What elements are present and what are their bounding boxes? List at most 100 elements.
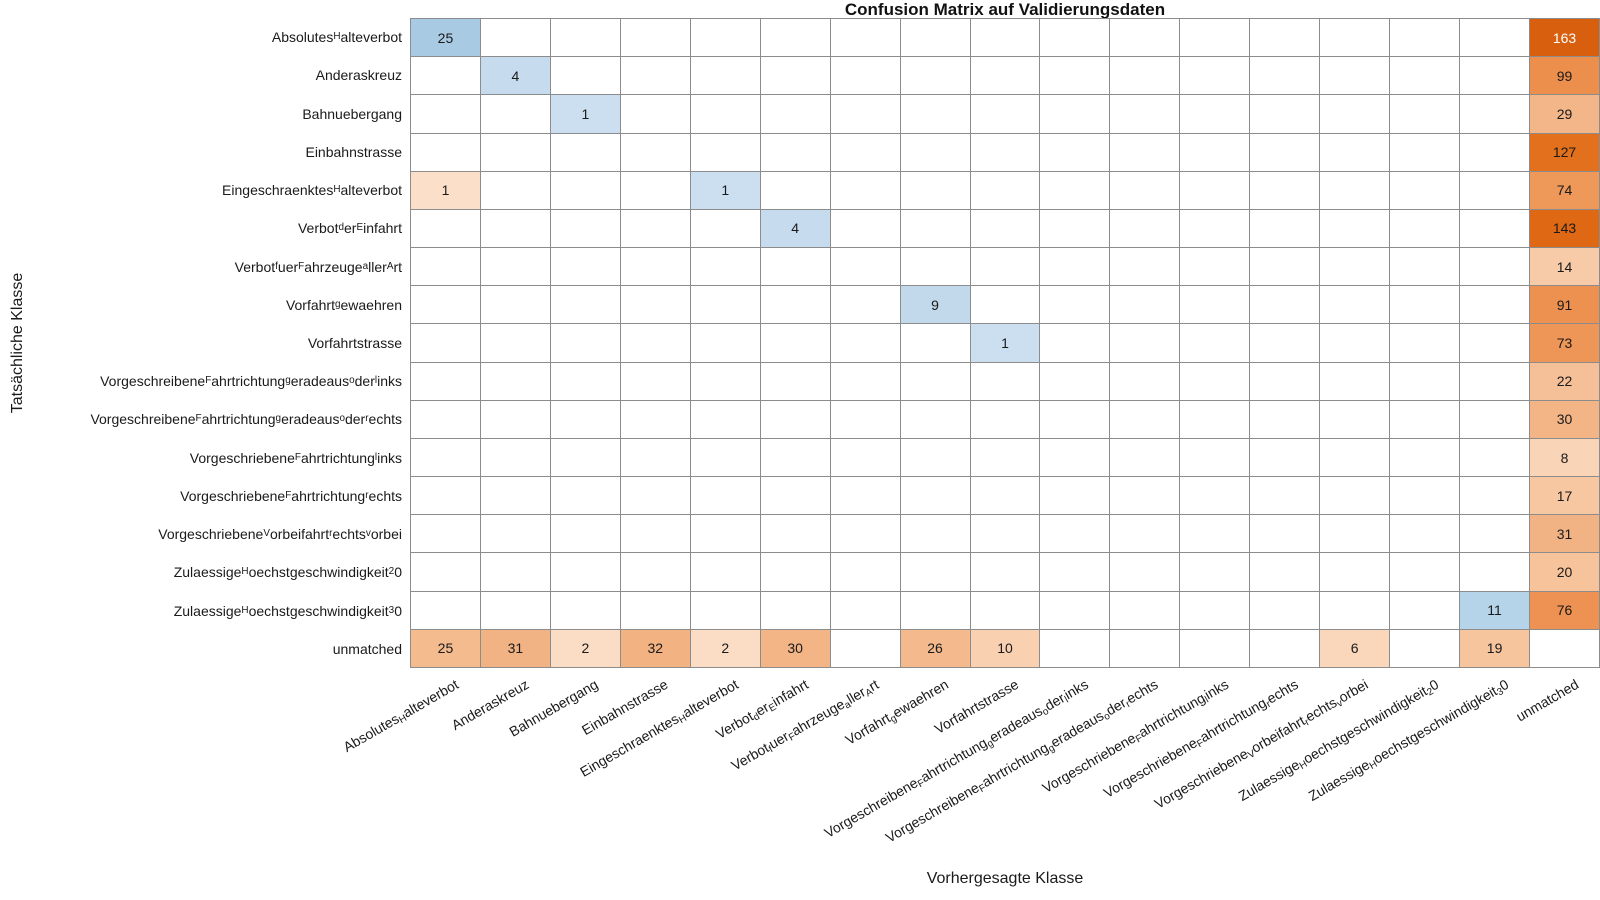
matrix-cell: 74 [1530,171,1599,209]
matrix-cell [1180,629,1250,667]
matrix-cell [690,400,760,438]
matrix-cell [830,133,900,171]
matrix-cell [1040,515,1110,553]
matrix-cell [1250,95,1320,133]
matrix-cell: 4 [760,209,830,248]
matrix-cell [1040,286,1110,324]
matrix-cell [830,400,900,438]
matrix-cell: 25 [411,19,480,57]
matrix-cell [620,286,690,324]
matrix-cell: 76 [1530,591,1599,629]
matrix-cell: 29 [1530,95,1599,133]
matrix-cell: 9 [900,286,970,324]
matrix-cell [690,133,760,171]
matrix-cell [830,286,900,324]
matrix-cell [1320,324,1390,362]
matrix-cell [1250,324,1320,362]
matrix-cell [970,553,1040,591]
matrix-cell [970,248,1040,286]
matrix-cell: 22 [1530,362,1599,400]
matrix-cell [1390,362,1460,400]
matrix-cell [411,95,480,133]
matrix-cell: 14 [1530,248,1599,286]
matrix-cell [760,362,830,400]
matrix-cell [1040,324,1110,362]
matrix-cell [970,362,1040,400]
matrix-cell [1320,209,1390,248]
matrix-cell [830,171,900,209]
matrix-cell [970,591,1040,629]
matrix-cell [1460,209,1530,248]
matrix-cell [480,553,550,591]
matrix-cell [1460,95,1530,133]
matrix-cell [830,553,900,591]
matrix-cell [970,286,1040,324]
matrix-cell [1110,248,1180,286]
matrix-cell [411,248,480,286]
matrix-cell [970,515,1040,553]
matrix-cell [411,515,480,553]
matrix-cell [1180,324,1250,362]
matrix-cell [550,324,620,362]
matrix-cell [620,438,690,477]
matrix-cell: 99 [1530,57,1599,95]
matrix-cell [900,57,970,95]
matrix-cell [1180,133,1250,171]
matrix-cell [1320,133,1390,171]
matrix-cell [760,19,830,57]
matrix-cell: 1 [411,171,480,209]
matrix-cell [1320,438,1390,477]
matrix-cell [550,477,620,515]
x-tick-label: unmatched [1513,676,1581,725]
matrix-cell: 26 [900,629,970,667]
matrix-cell [1040,57,1110,95]
matrix-cell [760,248,830,286]
matrix-cell [1390,438,1460,477]
matrix-cell: 10 [970,629,1040,667]
matrix-cell [1460,477,1530,515]
matrix-cell [620,95,690,133]
matrix-cell: 8 [1530,438,1599,477]
matrix-cell [550,438,620,477]
matrix-cell [1180,286,1250,324]
matrix-cell [760,477,830,515]
matrix-cell [1250,629,1320,667]
matrix-cell [970,209,1040,248]
matrix-cell [900,515,970,553]
matrix-cell [830,477,900,515]
matrix-cell [900,438,970,477]
matrix-cell [1460,248,1530,286]
matrix-cell [1180,553,1250,591]
matrix-cell [1320,286,1390,324]
matrix-cell [480,95,550,133]
matrix-cell [1250,553,1320,591]
matrix-cell: 6 [1320,629,1390,667]
matrix-cell: 32 [620,629,690,667]
matrix-cell [550,286,620,324]
matrix-cell [480,209,550,248]
matrix-cell [620,209,690,248]
matrix-cell: 91 [1530,286,1599,324]
matrix-cell [1250,515,1320,553]
matrix-cell [620,591,690,629]
chart-title: Confusion Matrix auf Validierungsdaten [844,0,1166,19]
matrix-cell [480,19,550,57]
matrix-cell [1460,324,1530,362]
matrix-cell [1390,133,1460,171]
matrix-cell [1180,591,1250,629]
matrix-cell [1110,438,1180,477]
matrix-cell [620,324,690,362]
matrix-cell [830,57,900,95]
matrix-cell [1250,438,1320,477]
matrix-cell [1390,57,1460,95]
matrix-cell [1250,171,1320,209]
matrix-cell [411,286,480,324]
matrix-cell [1040,19,1110,57]
matrix-cell [1040,553,1110,591]
matrix-cell: 127 [1530,133,1599,171]
matrix-cell [1460,57,1530,95]
